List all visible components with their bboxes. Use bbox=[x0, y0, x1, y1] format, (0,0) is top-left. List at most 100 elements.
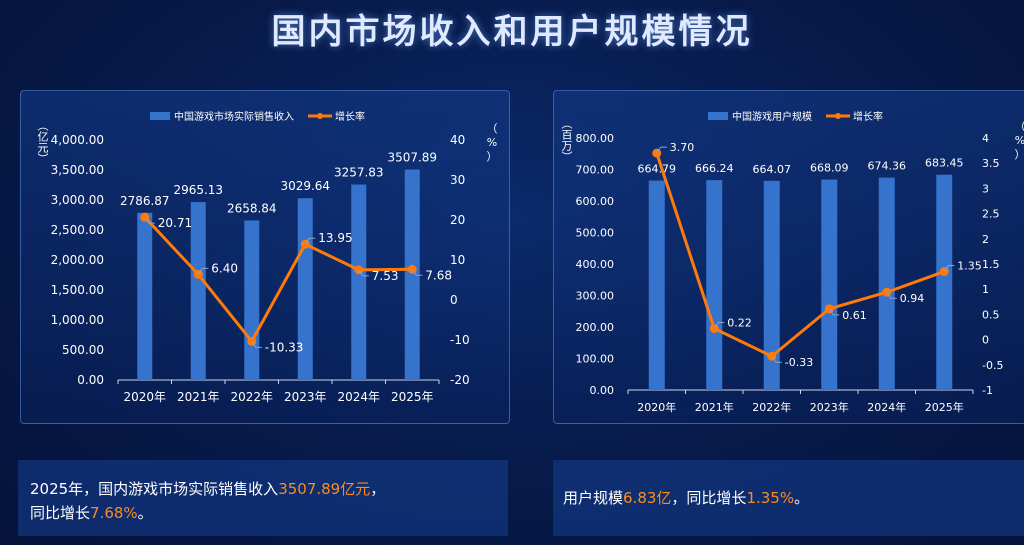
x-tick-label: 2023年 bbox=[284, 390, 327, 404]
growth-value-label: 1.35 bbox=[957, 260, 982, 273]
bar-value-label: 664.07 bbox=[753, 163, 792, 176]
y2-axis-label: （ bbox=[1015, 120, 1024, 133]
summary-text: 用户规模 bbox=[563, 489, 624, 507]
revenue-summary: 2025年，国内游戏市场实际销售收入3507.89亿元， 同比增长7.68%。 bbox=[18, 460, 508, 536]
growth-label-leader bbox=[713, 322, 725, 329]
bar-value-label: 3029.64 bbox=[280, 179, 330, 193]
bar bbox=[648, 180, 665, 390]
bar-value-label: 668.09 bbox=[810, 162, 849, 175]
y2-tick-label: -20 bbox=[450, 373, 470, 387]
growth-value-label: 7.68 bbox=[425, 268, 452, 282]
y-tick-label: 400.00 bbox=[576, 258, 615, 271]
growth-label-leader bbox=[197, 267, 209, 275]
growth-value-label: 20.71 bbox=[158, 216, 192, 230]
y2-tick-label: 3 bbox=[982, 182, 989, 195]
y-tick-label: 700.00 bbox=[576, 164, 615, 177]
growth-label-leader bbox=[656, 146, 667, 154]
y-axis-label: （亿元） bbox=[36, 120, 49, 164]
y2-tick-label: 2 bbox=[982, 233, 989, 246]
growth-value-label: -10.33 bbox=[265, 340, 304, 354]
bar-value-label: 683.45 bbox=[925, 157, 964, 170]
y-tick-label: 300.00 bbox=[576, 290, 615, 303]
bar-value-label: 2658.84 bbox=[227, 201, 277, 215]
y2-axis-label: % bbox=[487, 136, 497, 149]
y-tick-label: 3,000.00 bbox=[51, 193, 104, 207]
summary-text: 。 bbox=[137, 504, 153, 522]
growth-value-label: 0.22 bbox=[727, 317, 752, 330]
legend-line-marker bbox=[317, 113, 323, 119]
legend-bar-swatch bbox=[708, 112, 728, 120]
bar-value-label: 664.79 bbox=[638, 163, 677, 176]
legend-bar-label: 中国游戏用户规模 bbox=[732, 110, 812, 123]
summary-text: 2025年，国内游戏市场实际销售收入 bbox=[30, 480, 279, 498]
bar bbox=[821, 179, 838, 390]
y2-tick-label: 0.5 bbox=[982, 308, 1000, 321]
y-tick-label: 600.00 bbox=[576, 195, 615, 208]
y2-tick-label: -0.5 bbox=[982, 359, 1003, 372]
x-tick-label: 2023年 bbox=[810, 400, 849, 414]
y2-tick-label: 1 bbox=[982, 283, 989, 296]
legend-bar-swatch bbox=[150, 112, 170, 120]
legend-line-label: 增长率 bbox=[853, 110, 883, 123]
growth-label-leader bbox=[251, 341, 262, 348]
bar bbox=[763, 180, 780, 390]
bar-value-label: 3257.83 bbox=[334, 166, 384, 180]
x-tick-label: 2021年 bbox=[695, 400, 734, 414]
bar bbox=[351, 184, 367, 380]
legend-line-label: 增长率 bbox=[335, 110, 365, 123]
bar bbox=[936, 174, 953, 390]
summary-highlight: 6.83亿 bbox=[623, 489, 672, 507]
growth-label-leader bbox=[144, 216, 155, 224]
y2-tick-label: -10 bbox=[450, 333, 470, 347]
y2-tick-label: 3.5 bbox=[982, 157, 1000, 170]
x-tick-label: 2024年 bbox=[337, 390, 380, 404]
y-tick-label: 0.00 bbox=[590, 384, 615, 397]
bar-value-label: 674.36 bbox=[868, 160, 907, 173]
x-tick-label: 2022年 bbox=[752, 400, 791, 414]
y2-tick-label: 40 bbox=[450, 133, 465, 147]
users-summary: 用户规模6.83亿，同比增长1.35%。 bbox=[553, 460, 1024, 536]
bar bbox=[190, 202, 206, 380]
y-tick-label: 100.00 bbox=[576, 353, 615, 366]
growth-value-label: 13.95 bbox=[318, 231, 352, 245]
summary-text: ， bbox=[370, 480, 386, 498]
x-tick-label: 2020年 bbox=[637, 400, 676, 414]
y2-axis-label: （ bbox=[487, 122, 498, 135]
y-tick-label: 800.00 bbox=[576, 132, 615, 145]
bar bbox=[706, 180, 723, 390]
bar bbox=[137, 212, 153, 380]
growth-line bbox=[143, 216, 413, 343]
growth-label-leader bbox=[304, 237, 316, 245]
bar-value-label: 2965.13 bbox=[173, 183, 223, 197]
x-tick-label: 2024年 bbox=[867, 400, 906, 414]
y2-axis-label: % bbox=[1015, 134, 1024, 147]
growth-value-label: 0.61 bbox=[842, 309, 867, 322]
x-tick-label: 2021年 bbox=[177, 390, 220, 404]
growth-value-label: 7.53 bbox=[372, 269, 399, 283]
y2-tick-label: 2.5 bbox=[982, 208, 1000, 221]
growth-label-leader bbox=[828, 308, 840, 316]
legend-line-marker bbox=[835, 113, 841, 119]
y-tick-label: 3,500.00 bbox=[51, 163, 104, 177]
growth-value-label: -0.33 bbox=[785, 356, 813, 369]
bar-value-label: 2786.87 bbox=[120, 194, 170, 208]
summary-text: 同比增长 bbox=[30, 504, 91, 522]
y-axis-label: （百万） bbox=[560, 118, 573, 162]
y-tick-label: 1,500.00 bbox=[51, 283, 104, 297]
growth-label-leader bbox=[771, 355, 782, 363]
y2-tick-label: 4 bbox=[982, 132, 989, 145]
x-tick-label: 2020年 bbox=[123, 390, 166, 404]
growth-value-label: 3.70 bbox=[670, 141, 695, 154]
y2-tick-label: 30 bbox=[450, 173, 465, 187]
summary-highlight: 1.35% bbox=[746, 489, 795, 507]
growth-label-leader bbox=[411, 269, 423, 276]
y2-tick-label: -1 bbox=[982, 384, 993, 397]
growth-label-leader bbox=[358, 269, 369, 277]
y2-tick-label: 10 bbox=[450, 253, 465, 267]
y2-tick-label: 0 bbox=[982, 334, 989, 347]
growth-value-label: 6.40 bbox=[211, 261, 238, 275]
y-tick-label: 2,500.00 bbox=[51, 223, 104, 237]
growth-label-leader bbox=[943, 265, 955, 272]
y-tick-label: 0.00 bbox=[77, 373, 104, 387]
